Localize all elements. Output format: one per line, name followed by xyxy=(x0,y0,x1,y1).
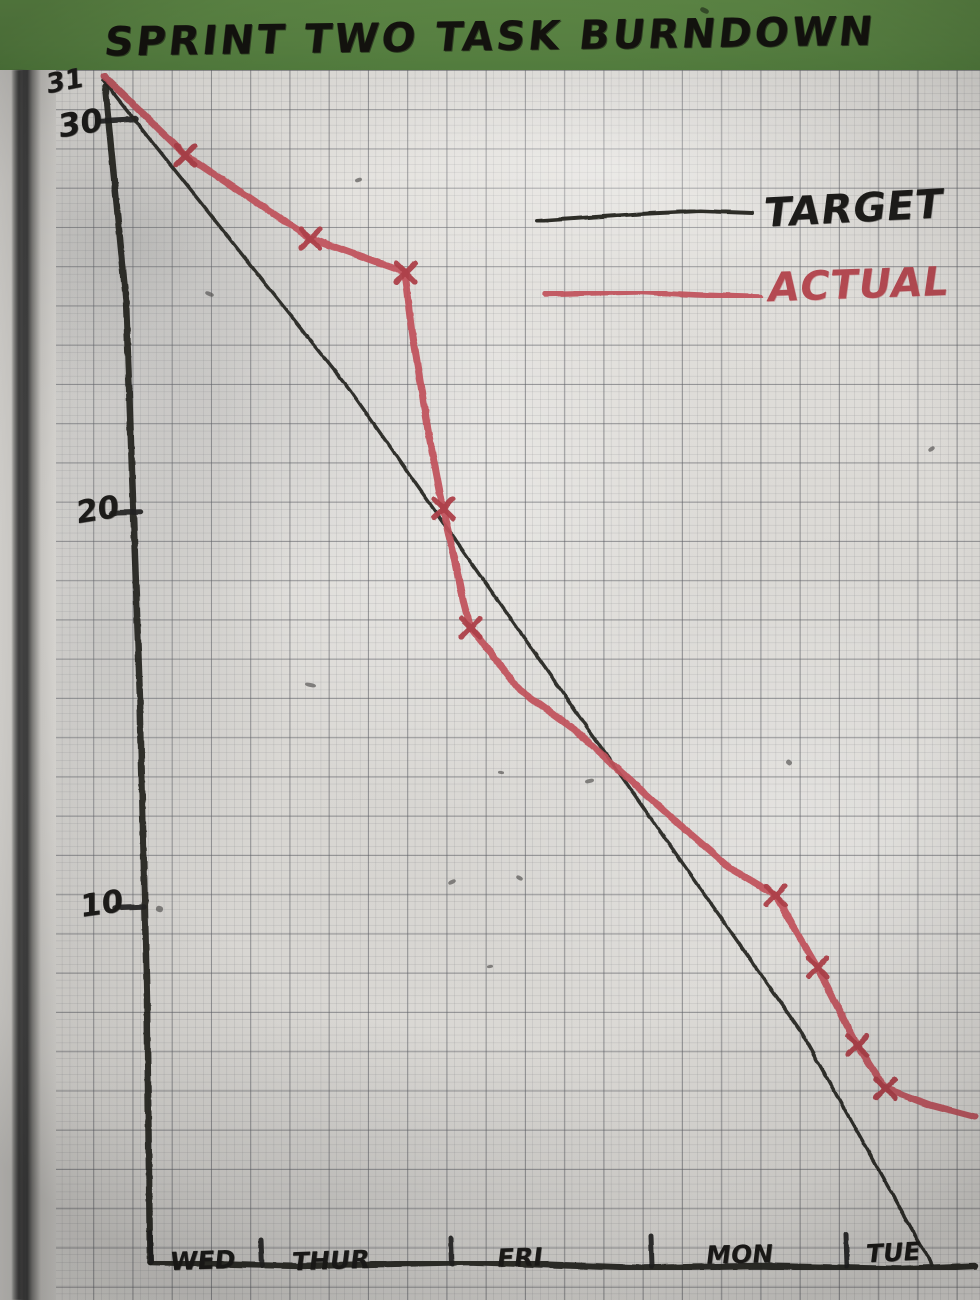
y-tick-30 xyxy=(97,116,139,124)
y-axis-label-20: 20 xyxy=(75,488,120,532)
marker-point xyxy=(805,955,830,980)
x-axis-label-thur: THUR xyxy=(290,1244,372,1277)
x-axis-label-tue: TUE xyxy=(864,1236,923,1269)
actual-data-markers xyxy=(173,143,898,1101)
legend-target-swatch xyxy=(535,208,754,223)
x-axis xyxy=(146,1258,979,1273)
x-tick-3 xyxy=(648,1233,655,1269)
marker-point xyxy=(845,1033,870,1058)
y-tick-20 xyxy=(109,509,144,516)
marker-point xyxy=(173,143,198,168)
y-axis-label-30: 30 xyxy=(57,100,103,146)
marker-point xyxy=(873,1076,898,1101)
legend-label-target: TARGET xyxy=(761,181,947,237)
x-tick-0 xyxy=(147,1229,154,1265)
target-line xyxy=(101,78,934,1267)
x-tick-4 xyxy=(843,1231,850,1269)
x-axis-label-fri: FRI xyxy=(495,1242,545,1273)
x-axis-ticks xyxy=(147,1229,850,1269)
x-axis-label-wed: WED xyxy=(168,1244,237,1277)
marker-point xyxy=(431,496,456,521)
x-axis-label-mon: MON xyxy=(704,1239,775,1270)
y-axis-label-10: 10 xyxy=(80,882,123,926)
x-tick-1 xyxy=(258,1237,265,1269)
actual-line xyxy=(100,72,979,1121)
marker-point xyxy=(393,260,418,285)
x-tick-2 xyxy=(448,1235,455,1267)
green-board-band xyxy=(0,0,980,74)
y-axis xyxy=(101,82,154,1266)
marker-point xyxy=(763,883,788,908)
legend-label-actual: ACTUAL xyxy=(764,258,953,312)
y-axis-ticks xyxy=(97,116,147,911)
board-edge-line xyxy=(12,70,26,1300)
board-left-edge xyxy=(0,70,62,1300)
marker-point xyxy=(298,226,323,251)
legend-actual-swatch xyxy=(542,289,763,300)
y-tick-10 xyxy=(112,904,147,911)
marker-point xyxy=(458,615,483,640)
